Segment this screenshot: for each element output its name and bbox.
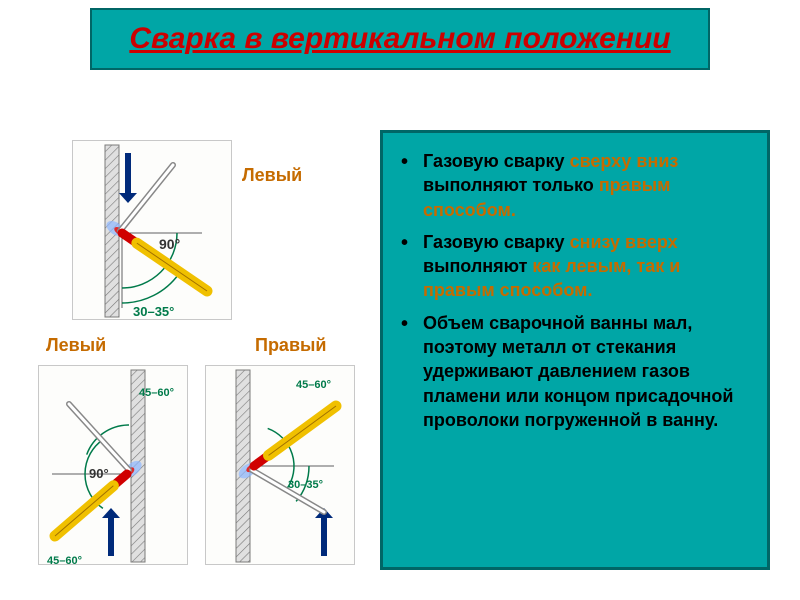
bullet-item: Газовую сварку снизу вверх выполняют как…	[401, 230, 753, 303]
svg-text:30–35°: 30–35°	[133, 304, 174, 319]
diagram-label-right: Правый	[255, 335, 326, 356]
svg-text:45–60°: 45–60°	[296, 379, 331, 391]
page-title: Сварка в вертикальном положении	[112, 20, 688, 58]
title-box: Сварка в вертикальном положении	[90, 8, 710, 70]
bullet-text: выполняют	[423, 256, 532, 276]
diagram-bottom-right: 45–60° 30–35°	[205, 365, 355, 565]
svg-text:45–60°: 45–60°	[139, 387, 174, 399]
svg-text:45–60°: 45–60°	[47, 555, 82, 565]
bullet-em: сверху вниз	[570, 151, 679, 171]
diagram-label-left: Левый	[46, 335, 106, 356]
text-panel: Газовую сварку сверху вниз выполняют тол…	[380, 130, 770, 570]
bullet-text: выполняют только	[423, 175, 599, 195]
bullet-em: снизу вверх	[570, 232, 678, 252]
diagram-bottom-left: 90° 45–60° 45–60°	[38, 365, 188, 565]
diagram-top-left: 90° 30–35°	[72, 140, 232, 320]
bullet-item: Объем сварочной ванны мал, поэтому метал…	[401, 311, 753, 432]
bullet-text: Газовую сварку	[423, 151, 570, 171]
bullet-item: Газовую сварку сверху вниз выполняют тол…	[401, 149, 753, 222]
svg-text:90°: 90°	[159, 236, 180, 252]
bullet-text: Газовую сварку	[423, 232, 570, 252]
svg-text:30–35°: 30–35°	[288, 479, 323, 491]
svg-text:90°: 90°	[89, 466, 109, 481]
diagram-label-top: Левый	[242, 165, 302, 186]
bullet-text: Объем сварочной ванны мал, поэтому метал…	[423, 313, 733, 430]
bullet-list: Газовую сварку сверху вниз выполняют тол…	[401, 149, 753, 432]
